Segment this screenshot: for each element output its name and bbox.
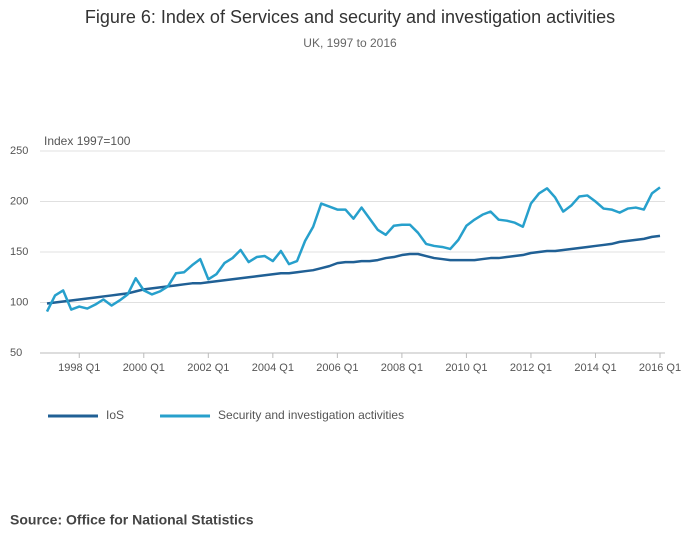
series-line — [45, 186, 661, 313]
x-tick-label: 2002 Q1 — [187, 362, 229, 374]
x-tick-label: 2006 Q1 — [316, 362, 358, 374]
series-line — [46, 234, 661, 305]
y-tick-label: 200 — [10, 195, 28, 207]
x-tick-label: 2016 Q1 — [639, 362, 681, 374]
legend-label: Security and investigation activities — [218, 408, 404, 422]
x-tick-label: 2012 Q1 — [510, 362, 552, 374]
y-tick-label: 150 — [10, 246, 28, 258]
x-tick-label: 2004 Q1 — [252, 362, 294, 374]
x-tick-label: 2010 Q1 — [445, 362, 487, 374]
x-tick-label: 2000 Q1 — [123, 362, 165, 374]
chart-subtitle: UK, 1997 to 2016 — [303, 36, 397, 50]
y-tick-label: 50 — [10, 347, 22, 359]
y-tick-label: 250 — [10, 145, 28, 157]
x-tick-label: 2014 Q1 — [574, 362, 616, 374]
chart-title: Figure 6: Index of Services and security… — [85, 7, 615, 27]
legend-label: IoS — [106, 408, 124, 422]
x-tick-label: 1998 Q1 — [58, 362, 100, 374]
y-tick-label: 100 — [10, 296, 28, 308]
y-axis-label: Index 1997=100 — [44, 134, 131, 148]
x-tick-label: 2008 Q1 — [381, 362, 423, 374]
source: Source: Office for National Statistics — [10, 512, 254, 528]
